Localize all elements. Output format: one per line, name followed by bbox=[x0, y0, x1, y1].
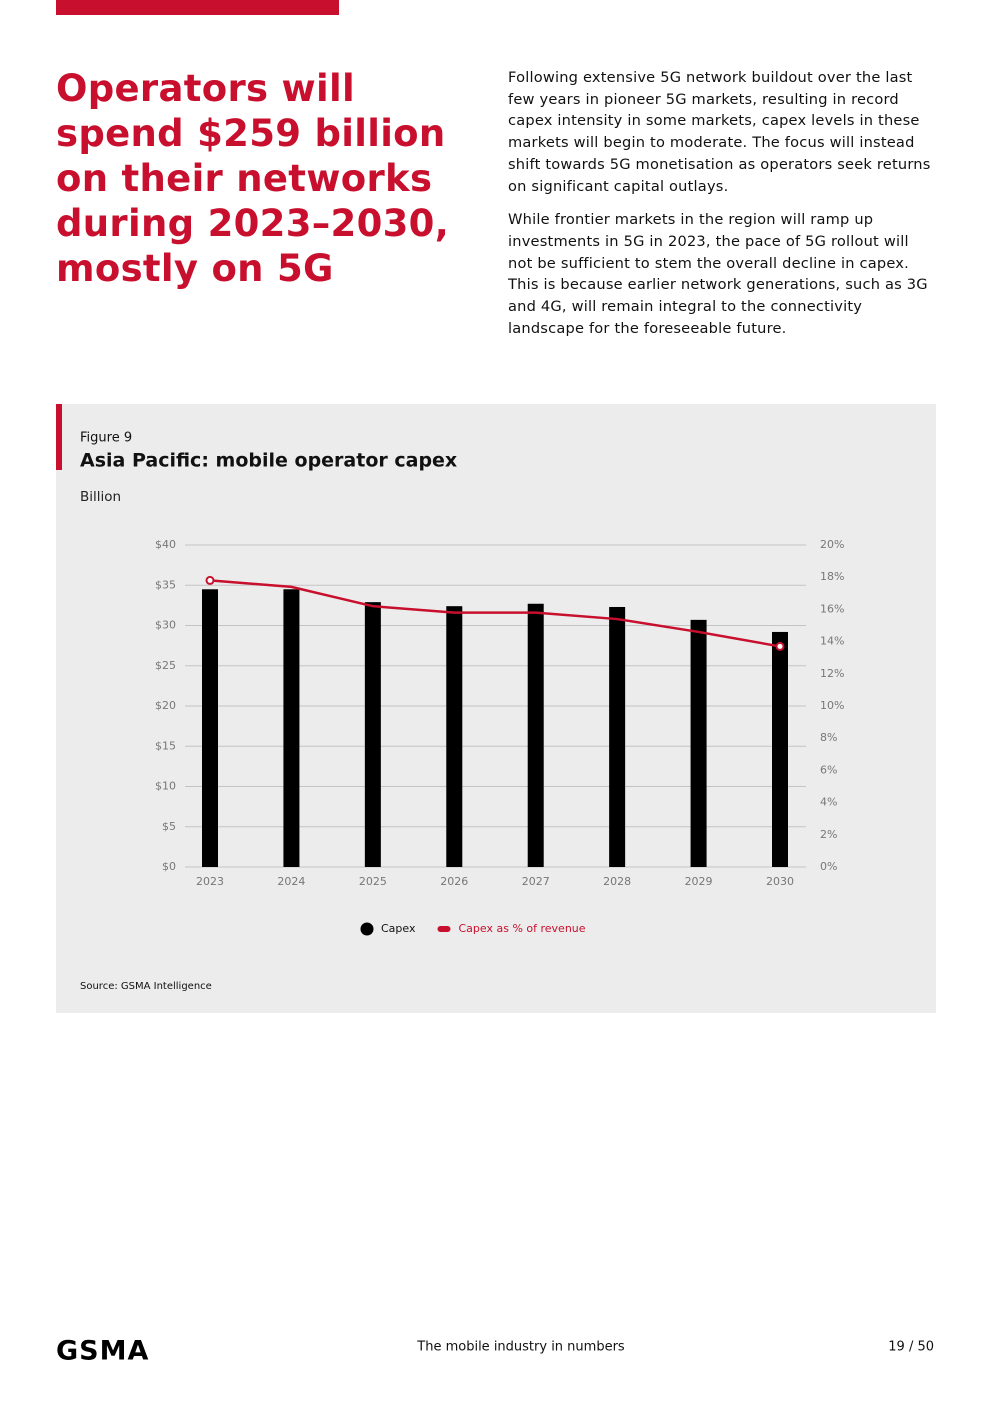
x-tick-label: 2024 bbox=[277, 875, 305, 888]
y-tick-label: $0 bbox=[162, 860, 176, 873]
y2-tick-label: 2% bbox=[820, 828, 837, 841]
y2-tick-label: 6% bbox=[820, 763, 837, 776]
bar bbox=[527, 603, 544, 867]
y-tick-label: $15 bbox=[155, 739, 176, 752]
bar bbox=[690, 619, 707, 867]
x-tick-label: 2029 bbox=[685, 875, 713, 888]
bar bbox=[772, 631, 788, 867]
y2-tick-label: 10% bbox=[820, 699, 844, 712]
top-accent bbox=[56, 0, 339, 15]
bar bbox=[446, 606, 463, 867]
y2-tick-label: 18% bbox=[820, 570, 844, 583]
legend-swatch bbox=[437, 926, 451, 932]
bar bbox=[283, 589, 300, 867]
page-number: 19 / 50 bbox=[888, 1340, 934, 1355]
line-end-marker bbox=[205, 575, 215, 585]
y2-tick-label: 20% bbox=[820, 538, 844, 551]
y-tick-label: $10 bbox=[155, 780, 176, 793]
paragraph: While frontier markets in the region wil… bbox=[508, 211, 928, 337]
logo: GSMA bbox=[56, 1336, 149, 1367]
bar bbox=[364, 602, 381, 867]
bar bbox=[202, 589, 218, 867]
legend-label: Capex bbox=[381, 922, 416, 935]
x-tick-label: 2023 bbox=[196, 875, 224, 888]
bar bbox=[609, 606, 626, 867]
y2-tick-label: 16% bbox=[820, 602, 844, 615]
footer-title: The mobile industry in numbers bbox=[416, 1340, 625, 1355]
x-tick-label: 2030 bbox=[766, 875, 794, 888]
y-tick-label: $25 bbox=[155, 659, 176, 672]
legend-label: Capex as % of revenue bbox=[459, 922, 586, 935]
y2-tick-label: 12% bbox=[820, 667, 844, 680]
x-tick-label: 2025 bbox=[359, 875, 387, 888]
panel-accent bbox=[56, 404, 62, 470]
y2-tick-label: 0% bbox=[820, 860, 837, 873]
legend-swatch bbox=[360, 922, 374, 936]
y2-tick-label: 8% bbox=[820, 731, 837, 744]
x-tick-label: 2028 bbox=[603, 875, 631, 888]
y-tick-label: $40 bbox=[155, 538, 176, 551]
figure-label: Figure 9 bbox=[80, 431, 132, 446]
y-tick-label: $5 bbox=[162, 820, 176, 833]
y-tick-label: $20 bbox=[155, 699, 176, 712]
y-axis-label: Billion bbox=[80, 489, 121, 505]
chart-title: Asia Pacific: mobile operator capex bbox=[80, 450, 457, 472]
line-end-marker bbox=[775, 641, 785, 651]
x-tick-label: 2026 bbox=[440, 875, 468, 888]
paragraph: Following extensive 5G network buildout … bbox=[508, 69, 931, 195]
y2-tick-label: 14% bbox=[820, 635, 844, 648]
x-tick-label: 2027 bbox=[522, 875, 550, 888]
headline: Operators will spend $259 billion on the… bbox=[56, 67, 450, 290]
y2-tick-label: 4% bbox=[820, 796, 837, 809]
source: Source: GSMA Intelligence bbox=[80, 981, 212, 992]
y-tick-label: $35 bbox=[155, 578, 176, 591]
body-text: Following extensive 5G network buildout … bbox=[508, 67, 938, 351]
line bbox=[209, 579, 781, 648]
y-tick-label: $30 bbox=[155, 619, 176, 632]
